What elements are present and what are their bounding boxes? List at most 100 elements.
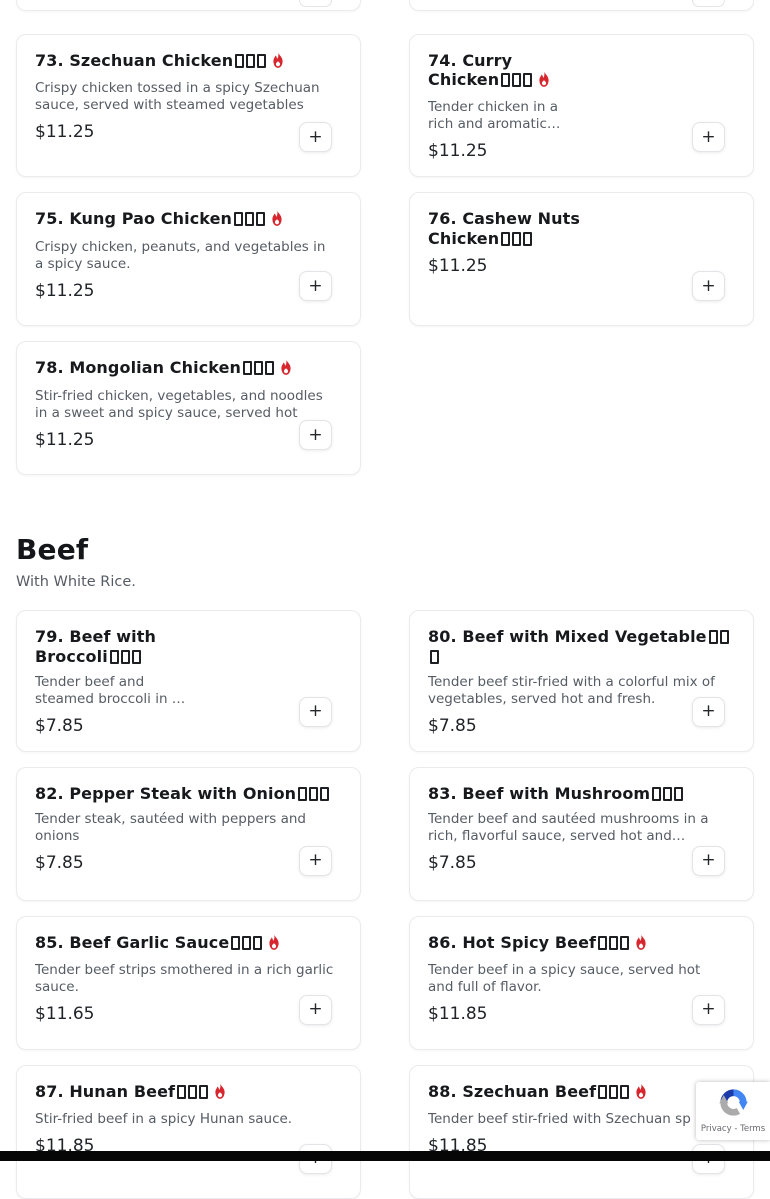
- missing-glyph-boxes: [233, 51, 267, 70]
- add-to-cart-button[interactable]: +: [692, 696, 725, 727]
- missing-glyph-boxes: [108, 647, 141, 666]
- menu-item-price: $7.85: [428, 852, 477, 873]
- menu-item-description: Tender chicken in a rich and aromatic…: [428, 99, 561, 133]
- missing-glyph-box: [120, 649, 130, 664]
- menu-section: Beef With White Rice. 79. Beef with Broc…: [16, 533, 754, 1199]
- menu-item-card: 74. Curry Chicken Tender chicken in a ri…: [409, 34, 754, 178]
- missing-glyph-box: [609, 1084, 619, 1099]
- add-to-cart-button[interactable]: +: [692, 271, 725, 302]
- menu-item-name: 83. Beef with Mushroom: [428, 784, 735, 803]
- menu-item-price: $7.85: [428, 715, 477, 736]
- missing-glyph-box: [188, 1084, 198, 1099]
- section-subtitle: With White Rice.: [16, 574, 136, 591]
- menu-item-name: 88. Szechuan Beef: [428, 1082, 735, 1103]
- menu-item-name-text: 80. Beef with Mixed Vegetable: [428, 627, 707, 647]
- menu-item-name-text: 74. Curry Chicken: [428, 51, 513, 90]
- menu-item-card: 75. Kung Pao Chicken Crispy chicken, pea…: [16, 192, 361, 327]
- spicy-flame-icon: [267, 933, 281, 954]
- recaptcha-badge[interactable]: Privacy - Terms: [696, 1082, 770, 1140]
- add-to-cart-button[interactable]: +: [299, 420, 332, 451]
- menu-item-card: 86. Hot Spicy Beef Tender beef in a spic…: [409, 915, 754, 1050]
- missing-glyph-box: [242, 935, 252, 950]
- missing-glyph-box: [309, 786, 319, 801]
- menu-item-price: $11.85: [35, 1135, 95, 1156]
- menu-item-card-partial: [16, 0, 361, 11]
- menu-item-description: Tender steak, sautéed with peppers and o…: [35, 810, 306, 844]
- partial-card-row: [16, 0, 754, 11]
- add-to-cart-button[interactable]: +: [299, 994, 332, 1025]
- missing-glyph-boxes: [499, 229, 533, 248]
- missing-glyph-box: [257, 54, 267, 68]
- missing-glyph-box: [245, 212, 255, 227]
- add-to-cart-button[interactable]: +: [692, 845, 725, 876]
- missing-glyph-box: [609, 935, 619, 950]
- menu-item-card: 83. Beef with Mushroom Tender beef and s…: [409, 766, 754, 901]
- menu-item-price: $11.25: [428, 141, 488, 162]
- menu-item-card: 85. Beef Garlic Sauce Tender beef strips…: [16, 915, 361, 1050]
- add-to-cart-button[interactable]: +: [692, 122, 725, 153]
- missing-glyph-boxes: [232, 209, 266, 228]
- menu-item-price: $11.65: [35, 1003, 95, 1024]
- missing-glyph-box: [131, 649, 141, 664]
- bottom-bar: [0, 1151, 770, 1161]
- menu-item-description: Tender beef and steamed broccoli in …: [35, 673, 186, 707]
- recaptcha-privacy-terms-link[interactable]: Privacy - Terms: [700, 1124, 766, 1134]
- add-to-cart-button[interactable]: [692, 0, 725, 7]
- missing-glyph-box: [523, 231, 533, 246]
- missing-glyph-box: [231, 935, 241, 950]
- menu-item-name: 80. Beef with Mixed Vegetable: [428, 627, 735, 665]
- menu-item-name: 75. Kung Pao Chicken: [35, 209, 342, 230]
- menu-item-description: Crispy chicken, peanuts, and vegetables …: [35, 238, 326, 272]
- menu-item-name-text: 82. Pepper Steak with Onion: [35, 783, 297, 803]
- menu-item-card-partial: [409, 0, 754, 11]
- missing-glyph-box: [708, 630, 718, 645]
- spicy-flame-icon: [270, 210, 284, 230]
- spicy-flame-icon: [537, 71, 551, 91]
- menu-item-name-text: 73. Szechuan Chicken: [35, 51, 234, 70]
- missing-glyph-box: [265, 361, 275, 376]
- menu-sections: 73. Szechuan Chicken Crispy chicken toss…: [16, 34, 754, 1199]
- missing-glyph-box: [253, 935, 263, 950]
- add-to-cart-button[interactable]: +: [299, 122, 332, 153]
- missing-glyph-box: [652, 786, 662, 801]
- menu-item-name-text: 79. Beef with Broccoli: [35, 627, 156, 666]
- missing-glyph-boxes: [296, 784, 330, 803]
- add-to-cart-button[interactable]: +: [299, 845, 332, 876]
- menu-item-price: $7.85: [35, 852, 84, 873]
- menu-item-name: 78. Mongolian Chicken: [35, 358, 342, 379]
- add-to-cart-button[interactable]: +: [299, 696, 332, 727]
- missing-glyph-boxes: [175, 1082, 209, 1101]
- add-to-cart-button[interactable]: +: [299, 271, 332, 302]
- missing-glyph-box: [320, 786, 330, 801]
- missing-glyph-box: [598, 935, 608, 950]
- menu-item-name-text: 75. Kung Pao Chicken: [35, 209, 233, 229]
- menu-item-description: Stir-fried chicken, vegetables, and nood…: [35, 387, 323, 421]
- menu-item-card: 80. Beef with Mixed Vegetable Tender bee…: [409, 610, 754, 752]
- menu-section: 73. Szechuan Chicken Crispy chicken toss…: [16, 34, 754, 476]
- menu-item-name: 76. Cashew Nuts Chicken: [428, 209, 735, 247]
- add-to-cart-button[interactable]: +: [692, 994, 725, 1025]
- missing-glyph-box: [243, 361, 253, 376]
- menu-item-price: $11.25: [35, 429, 95, 450]
- recaptcha-logo-icon: [717, 1086, 750, 1123]
- missing-glyph-box: [246, 54, 256, 68]
- menu-item-price: $11.85: [428, 1003, 488, 1024]
- menu-item-card: 76. Cashew Nuts Chicken $11.25 +: [409, 192, 754, 327]
- missing-glyph-boxes: [596, 1082, 630, 1101]
- menu-item-card: 87. Hunan Beef Stir-fried beef in a spic…: [16, 1064, 361, 1199]
- menu-item-card: 82. Pepper Steak with Onion Tender steak…: [16, 766, 361, 901]
- missing-glyph-box: [523, 73, 533, 88]
- menu-item-name-text: 78. Mongolian Chicken: [35, 358, 242, 378]
- menu-item-card: 79. Beef with Broccoli Tender beef and s…: [16, 610, 361, 752]
- add-to-cart-button[interactable]: [299, 0, 332, 7]
- menu-item-description: Tender beef and sautéed mushrooms in a r…: [428, 810, 709, 844]
- menu-item-description: Tender beef stir-fried with Szechuan sp: [428, 1110, 691, 1127]
- menu-item-name: 79. Beef with Broccoli: [35, 627, 342, 665]
- menu-item-description: Crispy chicken tossed in a spicy Szechua…: [35, 80, 320, 114]
- menu-item-price: $11.25: [428, 255, 488, 276]
- missing-glyph-box: [501, 231, 511, 246]
- menu-item-description: Tender beef in a spicy sauce, served hot…: [428, 961, 701, 995]
- menu-item-price: $11.25: [35, 122, 95, 143]
- menu-item-name-text: 85. Beef Garlic Sauce: [35, 932, 230, 952]
- missing-glyph-box: [674, 786, 684, 801]
